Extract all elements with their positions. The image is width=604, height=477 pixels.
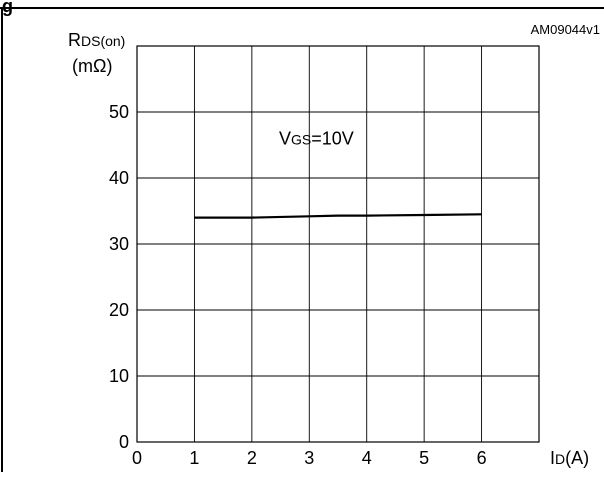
label-layer: 0 1 2 3 4 5 6 0 10 20 30 40 50 RDS(on) (mΩ) ID(A) VGS=10… [68,30,589,468]
y-tick-label: 50 [109,102,129,122]
y-tick-label: 20 [109,300,129,320]
y-tick-label: 40 [109,168,129,188]
x-tick-label: 3 [304,448,314,468]
y-axis-unit: (mΩ) [72,56,112,76]
y-tick-label: 30 [109,234,129,254]
x-tick-label: 6 [477,448,487,468]
y-tick-label: 0 [119,432,129,452]
x-tick-label: 1 [189,448,199,468]
x-tick-label: 0 [132,448,142,468]
x-axis-label: ID(A) [550,448,589,468]
x-tick-label: 5 [419,448,429,468]
y-tick-label: 10 [109,366,129,386]
ref-code: AM09044v1 [531,22,600,37]
x-tick-label: 4 [362,448,372,468]
x-tick-label: 2 [247,448,257,468]
plot-border [136,45,540,443]
axis-layer [136,45,540,443]
series-line [194,213,482,219]
annotation-vgs: VGS=10V [279,128,354,148]
series-layer [194,213,482,219]
y-axis-label: RDS(on) [68,30,125,50]
grid-layer [137,46,539,442]
